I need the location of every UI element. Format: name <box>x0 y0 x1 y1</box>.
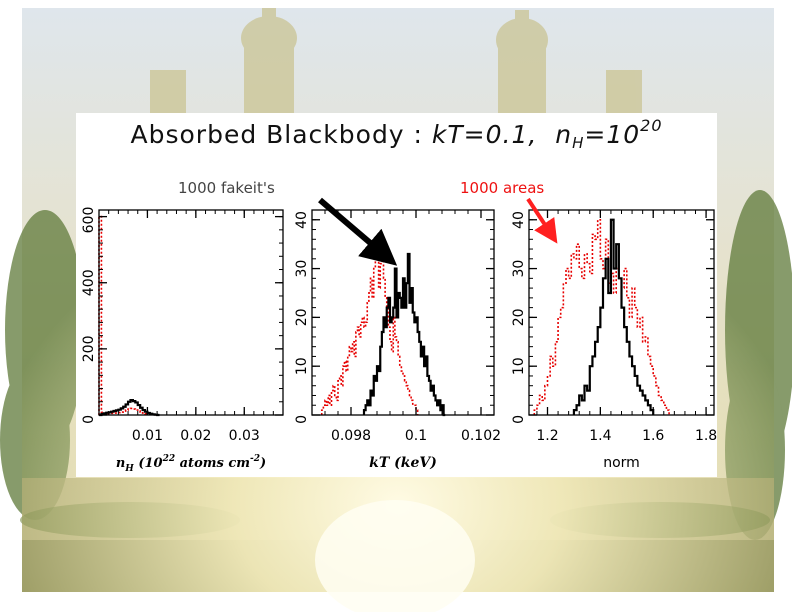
title-nh-eq: =10 <box>584 120 641 149</box>
y-tick-label: 600 <box>81 207 97 234</box>
x-tick-label: 0.1 <box>405 428 427 444</box>
chart-1: 0.01 0.02 0.03 0 200 400 600 nH (1022 atoms cm-… <box>81 207 284 474</box>
y-tick-label: 0 <box>294 415 310 424</box>
x-tick-label: 1.8 <box>695 428 717 444</box>
y-tick-label: 10 <box>511 357 527 375</box>
x-tick-label: 0.03 <box>229 428 260 444</box>
annotation-areas: 1000 areas <box>460 179 545 197</box>
y-tick-label: 0 <box>81 415 97 424</box>
series-black-fakeits <box>99 399 160 417</box>
y-tick-label: 200 <box>81 336 97 363</box>
plot-frame <box>98 209 284 416</box>
y-tick-label: 400 <box>81 269 97 296</box>
x-tick-label: 1.4 <box>589 428 611 444</box>
title-nh-symbol: n <box>555 120 573 149</box>
title-nh-sub: H <box>572 134 585 152</box>
x-axis-label: nH (1022 atoms cm-2) <box>116 454 266 474</box>
plot-frame <box>528 209 715 416</box>
series-black-fakeits <box>572 218 655 415</box>
series-black-fakeits <box>362 252 446 417</box>
series-red-areas <box>320 243 419 415</box>
y-tick-label: 0 <box>511 415 527 424</box>
y-tick-label: 30 <box>294 260 310 278</box>
y-tick-label: 10 <box>294 357 310 375</box>
title-nh-exp: 20 <box>640 116 663 135</box>
y-tick-label: 40 <box>294 211 310 229</box>
x-tick-label: 1.6 <box>642 428 664 444</box>
chart-2: 0.098 0.1 0.102 0 10 20 30 40 kT (keV) <box>294 209 501 471</box>
title-main: Absorbed Blackbody : <box>130 120 432 149</box>
y-tick-label: 30 <box>511 260 527 278</box>
plot-frame <box>311 209 495 416</box>
x-tick-label: 0.02 <box>180 428 211 444</box>
title-kt: kT=0.1, <box>431 120 538 149</box>
x-tick-label: 0.098 <box>331 428 371 444</box>
x-tick-label: 0.01 <box>132 428 163 444</box>
x-tick-label: 1.2 <box>536 428 558 444</box>
y-tick-label: 20 <box>511 308 527 326</box>
y-tick-label: 20 <box>294 308 310 326</box>
x-axis-label: norm <box>603 455 640 471</box>
x-tick-label: 0.102 <box>461 428 501 444</box>
x-axis-label: kT (keV) <box>369 455 437 471</box>
arrow-black <box>318 197 398 266</box>
y-tick-label: 40 <box>511 211 527 229</box>
series-red-areas <box>533 218 670 415</box>
annotation-fakeits: 1000 fakeit's <box>178 179 275 197</box>
chart-3: 1.2 1.4 1.6 1.8 0 10 20 30 40 norm <box>511 209 717 471</box>
chart-title: Absorbed Blackbody : kT=0.1, nH=1020 <box>76 116 717 152</box>
arrow-red <box>526 197 558 244</box>
series-red-areas <box>98 215 158 416</box>
